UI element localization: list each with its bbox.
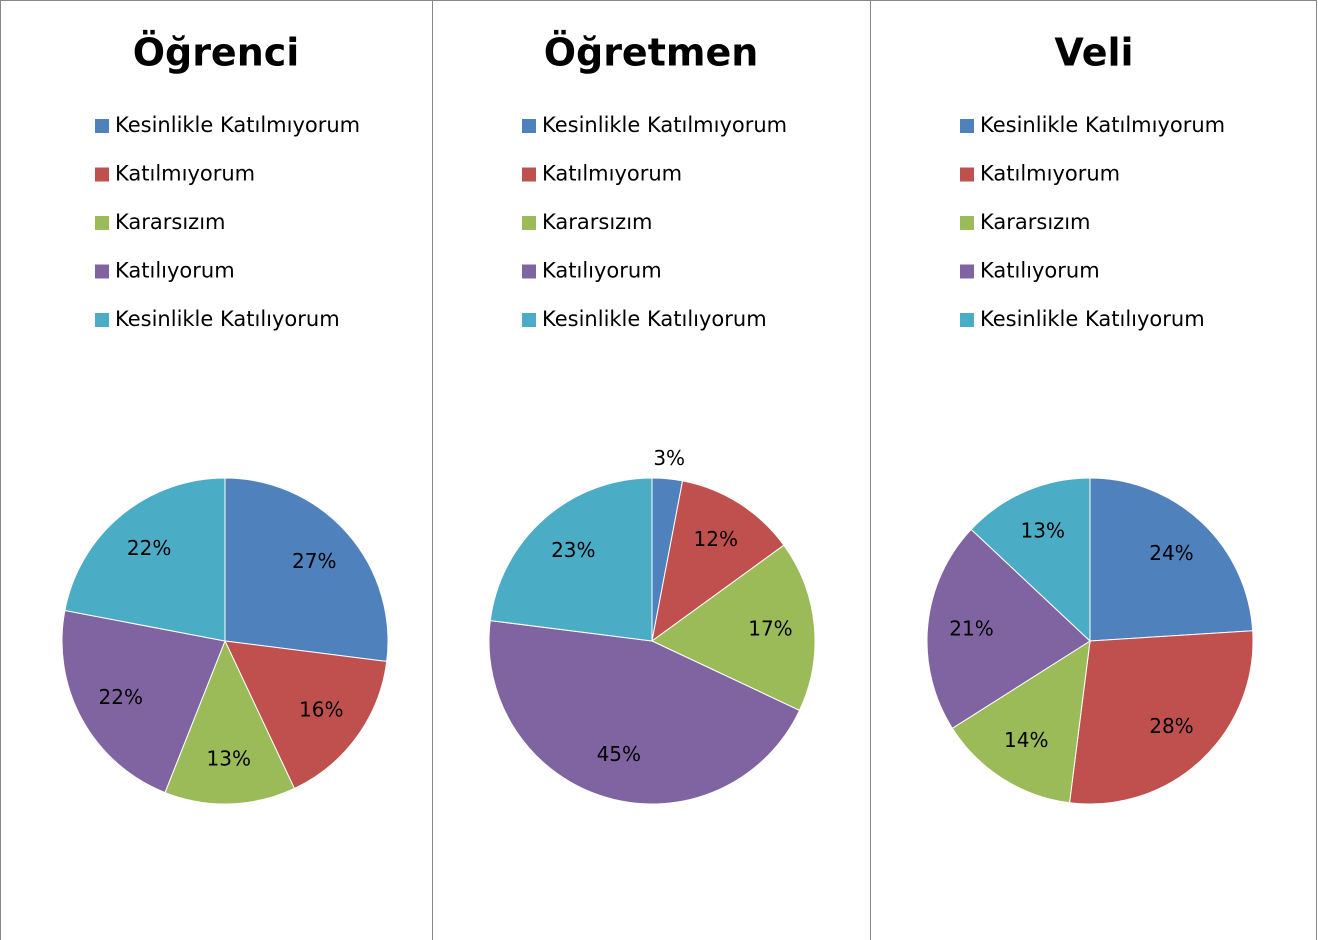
legend-swatch <box>960 167 974 182</box>
legend-swatch <box>522 313 536 327</box>
chart-title: Öğrenci <box>133 31 300 75</box>
legend-swatch <box>960 264 974 279</box>
legend-label: Katılıyorum <box>980 259 1100 283</box>
data-label: 24% <box>1149 541 1193 565</box>
data-label: 27% <box>292 549 336 573</box>
pie-slice <box>1089 477 1254 642</box>
pie-slice <box>951 640 1091 804</box>
legend-swatch <box>522 264 536 279</box>
legend-label: Katılmıyorum <box>542 162 682 186</box>
legend-swatch <box>960 313 974 327</box>
legend-swatch <box>960 216 974 230</box>
data-label: 28% <box>1149 714 1193 738</box>
data-label: 13% <box>1021 518 1065 542</box>
legend-swatch <box>95 119 109 133</box>
data-label: 17% <box>748 616 792 640</box>
pie-slice <box>926 528 1091 730</box>
legend-swatch <box>95 167 109 182</box>
pie-slice <box>64 477 226 642</box>
legend-label: Kararsızım <box>115 210 226 234</box>
pie-slice <box>488 620 801 805</box>
pie-slice <box>970 477 1091 643</box>
pie-slice <box>651 544 816 712</box>
data-label: 45% <box>597 742 641 766</box>
legend-label: Katılıyorum <box>115 259 235 283</box>
legend-label: Kesinlikle Katılıyorum <box>542 307 767 331</box>
legend-label: Katılıyorum <box>542 259 662 283</box>
pie-slice <box>164 639 296 805</box>
legend-swatch <box>522 167 536 182</box>
pie-slice <box>224 640 388 790</box>
data-label: 16% <box>299 697 343 721</box>
pie-slice <box>224 477 389 662</box>
data-label: 23% <box>551 538 595 562</box>
legend-swatch <box>95 264 109 279</box>
legend-label: Kararsızım <box>542 210 653 234</box>
legend-label: Katılmıyorum <box>115 162 255 186</box>
data-label: 3% <box>653 446 685 470</box>
pie-slice <box>651 480 785 643</box>
panel-border <box>870 0 1317 940</box>
legend-label: Kararsızım <box>980 210 1091 234</box>
pie-slice <box>61 609 226 794</box>
legend-label: Kesinlikle Katılıyorum <box>115 307 340 331</box>
data-label: 21% <box>949 616 993 640</box>
legend-label: Kesinlikle Katılmıyorum <box>542 113 787 137</box>
data-label: 22% <box>99 685 143 709</box>
legend-swatch <box>522 119 536 133</box>
data-label: 22% <box>127 536 171 560</box>
data-label: 12% <box>694 527 738 551</box>
legend-swatch <box>95 216 109 230</box>
chart-title: Öğretmen <box>544 31 759 75</box>
legend-label: Kesinlikle Katılmıyorum <box>115 113 360 137</box>
pie-slice <box>1069 630 1254 805</box>
legend-swatch <box>522 216 536 230</box>
legend-label: Kesinlikle Katılmıyorum <box>980 113 1225 137</box>
pie-slice <box>489 477 653 642</box>
legend-label: Katılmıyorum <box>980 162 1120 186</box>
data-label: 14% <box>1004 728 1048 752</box>
data-label: 13% <box>207 746 251 770</box>
legend-swatch <box>960 119 974 133</box>
chart-title: Veli <box>1054 31 1133 75</box>
legend-label: Kesinlikle Katılıyorum <box>980 307 1205 331</box>
legend-swatch <box>95 313 109 327</box>
